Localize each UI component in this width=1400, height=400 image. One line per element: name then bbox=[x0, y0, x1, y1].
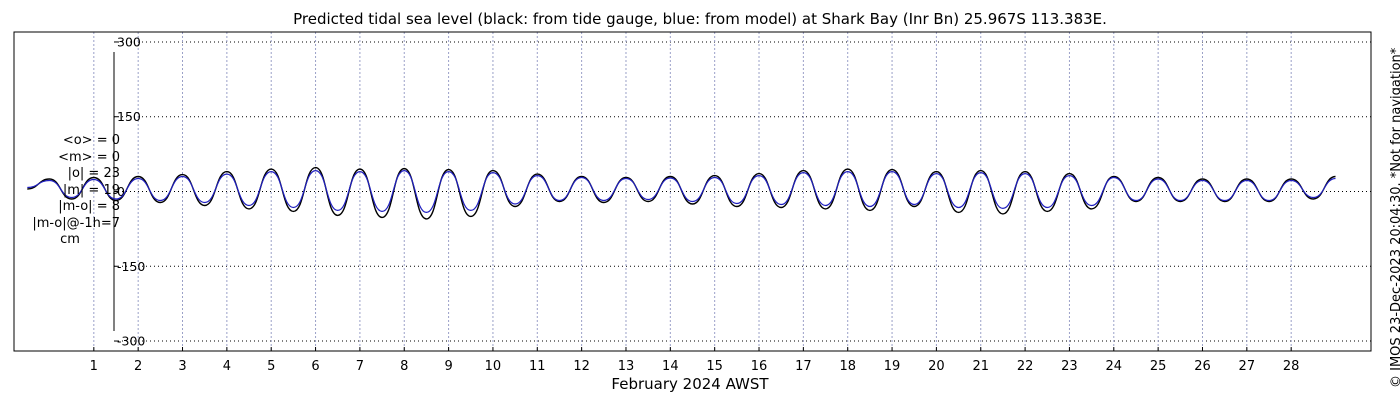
x-tick-label: 17 bbox=[795, 359, 812, 374]
chart-title: Predicted tidal sea level (black: from t… bbox=[293, 10, 1107, 28]
x-tick-label: 21 bbox=[972, 359, 989, 374]
series-lines bbox=[27, 166, 1336, 220]
x-tick-label: 4 bbox=[223, 359, 231, 374]
x-tick-label: 12 bbox=[573, 359, 590, 374]
obs-amplitude-stat: |o| = 23 bbox=[67, 166, 120, 181]
plot-frame bbox=[13, 31, 1372, 352]
x-tick-label: 25 bbox=[1150, 359, 1167, 374]
y-tick-label: -150 bbox=[117, 259, 145, 274]
grid-lines bbox=[93, 32, 1371, 351]
obs-mean-stat: <o> = 0 bbox=[62, 133, 120, 148]
x-axis-ticks: 1 2 3 4 5 6 7 8 9 10 11 12 13 14 15 16 17 18 19 20 21 22 23 24 2… bbox=[90, 347, 1300, 374]
x-tick-label: 5 bbox=[267, 359, 275, 374]
y-tick-label: 0 bbox=[117, 184, 125, 199]
x-tick-label: 16 bbox=[751, 359, 768, 374]
y-axis-ticks: -300 -150 0 150 300 bbox=[114, 34, 145, 349]
y-tick-label: -300 bbox=[117, 334, 145, 349]
lagged-difference-stat: |m-o|@-1h=7 bbox=[32, 215, 120, 231]
x-tick-label: 8 bbox=[400, 359, 408, 374]
unit-label: cm bbox=[60, 232, 80, 247]
x-tick-label: 14 bbox=[662, 359, 679, 374]
y-tick-label: 150 bbox=[117, 109, 141, 124]
difference-stat: |m-o| = 8 bbox=[58, 199, 120, 214]
x-tick-label: 19 bbox=[884, 359, 901, 374]
y-tick-label: 300 bbox=[117, 34, 141, 49]
x-tick-label: 2 bbox=[134, 359, 142, 374]
x-tick-label: 26 bbox=[1194, 359, 1211, 374]
x-tick-label: 15 bbox=[706, 359, 723, 374]
statistics-panel: <o> = 0 <m> = 0 |o| = 23 |m| = 19 |m-o| … bbox=[20, 133, 120, 249]
x-tick-label: 22 bbox=[1017, 359, 1034, 374]
model-amplitude-stat: |m| = 19 bbox=[62, 182, 120, 198]
x-axis-label: February 2024 AWST bbox=[611, 375, 769, 393]
x-tick-label: 24 bbox=[1106, 359, 1123, 374]
x-tick-label: 3 bbox=[178, 359, 186, 374]
x-tick-label: 18 bbox=[839, 359, 856, 374]
x-tick-label: 20 bbox=[928, 359, 945, 374]
x-tick-label: 28 bbox=[1283, 359, 1300, 374]
copyright-notice: © IMOS 23-Dec-2023 20:04:30. *Not for na… bbox=[1389, 47, 1400, 388]
model-series-line bbox=[27, 169, 1336, 214]
x-tick-label: 1 bbox=[90, 359, 98, 374]
x-tick-label: 11 bbox=[529, 359, 546, 374]
x-tick-label: 27 bbox=[1239, 359, 1256, 374]
x-tick-label: 7 bbox=[356, 359, 364, 374]
x-tick-label: 6 bbox=[311, 359, 319, 374]
x-tick-label: 10 bbox=[485, 359, 502, 374]
x-tick-label: 9 bbox=[444, 359, 452, 374]
model-mean-stat: <m> = 0 bbox=[58, 149, 120, 165]
observed-series-line bbox=[27, 166, 1336, 220]
x-tick-label: 13 bbox=[618, 359, 635, 374]
x-tick-label: 23 bbox=[1061, 359, 1078, 374]
